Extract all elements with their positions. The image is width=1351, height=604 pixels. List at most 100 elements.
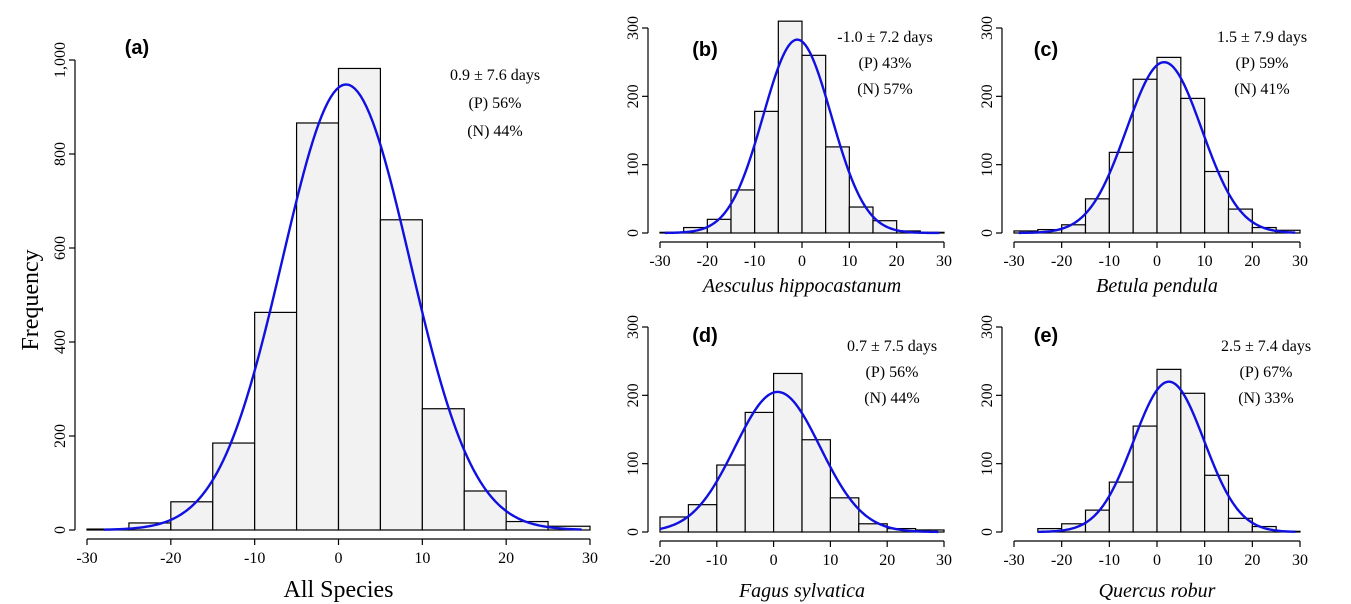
x-axis-label: Aesculus hippocastanum [701,275,901,297]
x-axis-label: Fagus sylvatica [738,580,865,602]
histogram-bar [421,408,465,531]
y-tick-label: 0 [979,528,996,536]
x-tick-label: 30 [1292,552,1308,569]
histogram-bar [777,20,803,234]
y-tick-label: 300 [979,16,996,40]
x-tick-label: 20 [889,253,905,270]
x-tick-label: -20 [697,253,718,270]
density-curve [103,83,582,531]
x-tick-label: 30 [582,550,598,567]
panel-label: (b) [692,39,718,61]
x-axis-label: All Species [284,577,394,603]
density-curve [1037,380,1296,534]
histogram-bar [829,497,860,533]
histogram-bar [1180,97,1206,234]
histogram-bar [1227,517,1253,533]
panel-label: (d) [692,325,718,347]
histogram-bar [1061,224,1087,234]
stat-annotation: (N) 33% [1238,390,1294,407]
x-tick-label: 0 [335,550,343,567]
panel-label: (e) [1034,325,1058,347]
x-tick-label: 10 [414,550,430,567]
stat-annotation: (P) 43% [859,55,912,72]
stat-annotation: (P) 56% [866,364,919,381]
histogram-bar [848,206,874,234]
x-tick-label: 10 [1197,253,1213,270]
panel-c: 0 100 200 300 -30 -20 -10 0 10 20 30 Betula pendula… [979,16,1308,297]
y-tick-label: 800 [52,142,69,166]
y-tick-label: 0 [52,526,69,534]
x-tick-label: 10 [1197,552,1213,569]
x-tick-label: -10 [1099,552,1120,569]
stat-annotation: (P) 56% [469,95,522,112]
x-tick-label: 0 [798,253,806,270]
y-axis-label: Frequency [18,249,44,350]
y-tick-label: 300 [625,16,642,40]
stat-annotation: -1.0 ± 7.2 days [837,29,932,46]
histogram-bar [337,67,382,531]
histogram-bar [1204,474,1230,533]
x-tick-label: -30 [1003,253,1024,270]
density-curve [1018,60,1296,235]
histogram-bar [1204,170,1230,234]
y-tick-label: 200 [625,84,642,108]
x-tick-label: -20 [160,550,181,567]
y-tick-label: 100 [625,452,642,476]
x-tick-label: -30 [649,253,670,270]
x-tick-label: 20 [879,552,895,569]
histogram-bar [801,54,827,234]
y-tick-label: 100 [979,153,996,177]
y-tick-label: 200 [979,383,996,407]
y-tick-label: 300 [979,315,996,339]
histogram-bar [463,490,507,531]
y-tick-label: 0 [979,229,996,237]
panel-label: (c) [1034,39,1058,61]
histogram-bar [1156,368,1182,533]
histogram-bar [212,442,256,531]
stat-annotation: 0.7 ± 7.5 days [847,338,937,355]
histogram-bar [1132,425,1158,533]
y-tick-label: 100 [979,452,996,476]
panel-d: 0 100 200 300 -20 -10 0 10 20 30 Fagus sylvatica (d… [625,315,952,602]
x-tick-label: 0 [770,552,778,569]
panel-b: 0 100 200 300 -30 -20 -10 0 10 20 30 Aesculus hippo… [625,16,952,297]
histogram-bar [379,219,423,531]
histogram-bar [1084,198,1110,234]
stat-annotation: (P) 59% [1236,55,1289,72]
y-tick-label: 0 [625,229,642,237]
histogram-bar [744,411,775,533]
density-curve [664,38,940,235]
x-axis-label: Quercus robur [1099,580,1216,602]
x-tick-label: 30 [1292,253,1308,270]
stat-annotation: (N) 41% [1234,81,1290,98]
x-tick-label: 30 [936,253,952,270]
stat-annotation: 0.9 ± 7.6 days [450,67,540,84]
x-tick-label: -30 [76,550,97,567]
y-tick-label: 600 [52,236,69,260]
y-tick-label: 200 [625,383,642,407]
y-tick-label: 300 [625,315,642,339]
stat-annotation: (P) 67% [1240,364,1293,381]
x-tick-label: 0 [1153,552,1161,569]
histogram-bar [716,464,746,533]
x-tick-label: -10 [1099,253,1120,270]
x-tick-label: 20 [1244,253,1260,270]
x-tick-label: -20 [649,552,670,569]
y-tick-label: 200 [979,84,996,108]
x-tick-label: -20 [1051,253,1072,270]
x-tick-label: -30 [1003,552,1024,569]
y-tick-label: 1,000 [52,42,69,78]
x-tick-label: -10 [744,253,765,270]
x-tick-label: -20 [1051,552,1072,569]
x-tick-label: -10 [244,550,265,567]
density-curve [659,390,939,534]
stat-annotation: (N) 57% [857,81,913,98]
x-tick-label: 0 [1153,253,1161,270]
histogram-bar [825,146,850,234]
x-tick-label: 20 [1244,552,1260,569]
histogram-bar [801,439,831,533]
y-tick-label: 200 [52,424,69,448]
y-tick-label: 400 [52,330,69,354]
x-tick-label: 30 [936,552,952,569]
